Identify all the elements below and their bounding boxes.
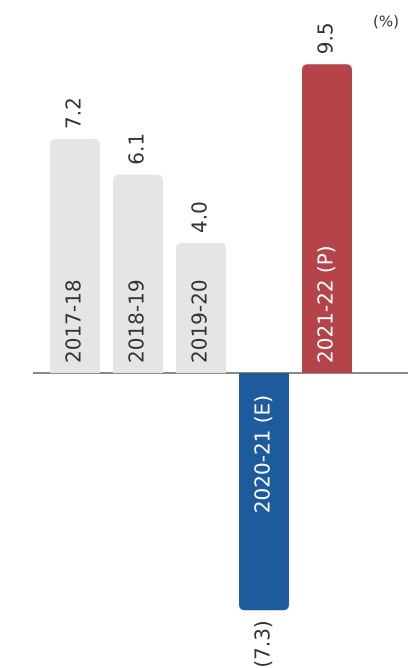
bar	[239, 373, 289, 611]
category-label: 2020-21 (E)	[251, 395, 275, 513]
unit-label: (%)	[373, 13, 399, 31]
bar	[50, 139, 100, 373]
bar	[302, 64, 352, 373]
bar	[113, 174, 163, 373]
category-label: 2018-19	[125, 279, 149, 363]
value-label: (7.3)	[251, 620, 275, 667]
value-label: 6.1	[125, 133, 149, 165]
category-label: 2021-22 (P)	[314, 245, 338, 363]
category-label: 2017-18	[62, 279, 86, 363]
value-label: 4.0	[188, 201, 212, 233]
value-label: 9.5	[314, 22, 338, 54]
category-label: 2019-20	[188, 279, 212, 363]
value-label: 7.2	[62, 97, 86, 129]
bar	[176, 243, 226, 373]
